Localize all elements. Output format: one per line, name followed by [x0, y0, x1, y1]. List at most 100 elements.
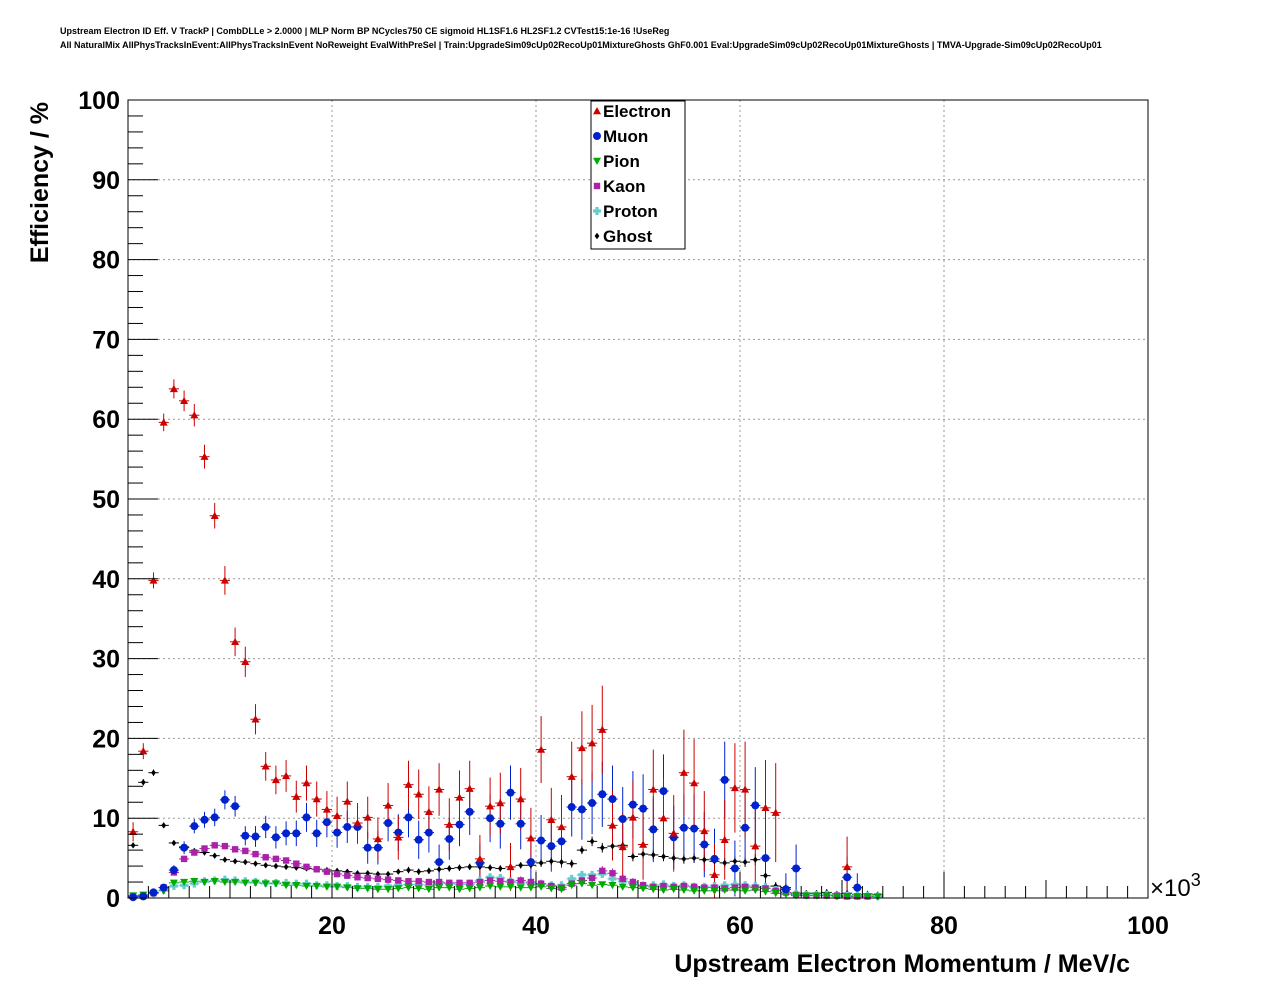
proton-data-point [567, 874, 576, 883]
ghost-data-point [375, 870, 381, 878]
kaon-data-point [374, 875, 382, 883]
electron-data-point [220, 576, 229, 584]
y-tick-label: 0 [106, 885, 120, 913]
pion-data-point [812, 892, 821, 900]
legend-label-pion: Pion [603, 152, 640, 171]
grid-lines [128, 100, 1148, 898]
ghost-data-point [273, 862, 279, 870]
pion-data-point [169, 879, 178, 887]
pion-data-point [649, 886, 658, 894]
pion-data-point [567, 882, 576, 890]
pion-data-point [445, 884, 454, 892]
electron-data-point [751, 842, 760, 850]
muon-data-point [394, 828, 403, 837]
muon-data-point [414, 835, 423, 844]
electron-data-point [251, 715, 260, 723]
muon-data-point [312, 829, 321, 838]
pion-data-point [690, 887, 699, 895]
muon-data-point [149, 888, 158, 897]
electron-data-point [271, 775, 280, 784]
ghost-data-point [559, 858, 564, 866]
pion-data-point [516, 884, 525, 892]
pion-data-point [384, 886, 393, 894]
muon-data-point [251, 832, 260, 841]
pion-data-point [465, 885, 474, 893]
electron-data-point [414, 790, 423, 798]
kaon-data-point [588, 874, 596, 882]
pion-data-point [730, 886, 739, 895]
pion-data-point [251, 879, 260, 887]
pion-data-point [312, 882, 321, 891]
muon-data-point [700, 840, 709, 849]
x-tick-label: 60 [726, 912, 754, 940]
muon-data-point [129, 893, 138, 902]
kaon-data-point [272, 855, 280, 863]
pion-data-point [506, 883, 515, 891]
muon-data-point [741, 823, 750, 832]
muon-data-point [343, 822, 352, 831]
muon-data-point [618, 814, 627, 823]
muon-data-point [424, 828, 433, 837]
muon-data-point [435, 858, 444, 867]
pion-data-point [180, 878, 189, 887]
axis-ticks [128, 99, 1149, 899]
muon-data-point [710, 854, 719, 863]
ghost-data-point [161, 822, 167, 829]
x-multiplier-base: ×10 [1150, 875, 1191, 902]
muon-data-point [190, 822, 199, 831]
ghost-data-point [416, 868, 422, 875]
kaon-data-point [211, 842, 218, 849]
pion-data-point [577, 880, 586, 888]
electron-data-point [679, 768, 688, 776]
legend-marker-electron [593, 107, 601, 115]
pion-data-point [333, 883, 342, 891]
ghost-data-point [497, 865, 503, 872]
ghost-data-point [232, 858, 238, 865]
ghost-data-point [151, 769, 156, 776]
kaon-data-point [384, 876, 392, 883]
muon-data-point [333, 828, 342, 837]
x-axis-multiplier: ×103 [1150, 870, 1201, 902]
electron-data-point [435, 785, 444, 793]
muon-data-point [628, 800, 637, 809]
pion-data-point [302, 882, 311, 891]
x-axis-label: Upstream Electron Momentum / MeV/c [674, 950, 1130, 978]
muon-data-point [547, 842, 556, 851]
electron-data-point [139, 747, 148, 755]
kaon-data-point [680, 882, 688, 890]
pion-data-point [598, 881, 607, 889]
muon-data-point [271, 833, 280, 842]
ghost-data-point [661, 853, 666, 860]
muon-data-point [455, 820, 464, 829]
ghost-data-point [171, 839, 177, 847]
kaon-data-point [456, 879, 463, 887]
electron-data-point [343, 797, 352, 805]
electron-data-point [537, 745, 546, 753]
pion-data-point [271, 880, 280, 888]
pion-data-point [292, 882, 301, 890]
muon-data-point [516, 819, 525, 828]
ghost-data-point [763, 872, 768, 879]
kaon-data-point [435, 878, 443, 886]
electron-data-point [771, 808, 780, 816]
muon-data-point [139, 892, 148, 901]
electron-data-point [231, 637, 240, 646]
muon-data-point [210, 813, 219, 822]
electron-data-point [465, 784, 474, 792]
kaon-data-point [476, 878, 484, 886]
proton-data-point [608, 874, 617, 883]
electron-data-point [628, 813, 637, 821]
kaon-data-point [690, 883, 698, 891]
kaon-data-point [741, 883, 749, 891]
electron-data-point [455, 793, 464, 801]
electron-data-point [292, 792, 301, 800]
kaon-data-point [486, 877, 494, 884]
ghost-data-point [242, 858, 248, 866]
ghost-data-point [140, 779, 146, 786]
muon-data-point [363, 843, 372, 852]
pion-data-point [231, 878, 240, 887]
kaon-data-point [415, 878, 422, 885]
ghost-data-point [406, 866, 411, 874]
electron-data-point [424, 807, 433, 816]
